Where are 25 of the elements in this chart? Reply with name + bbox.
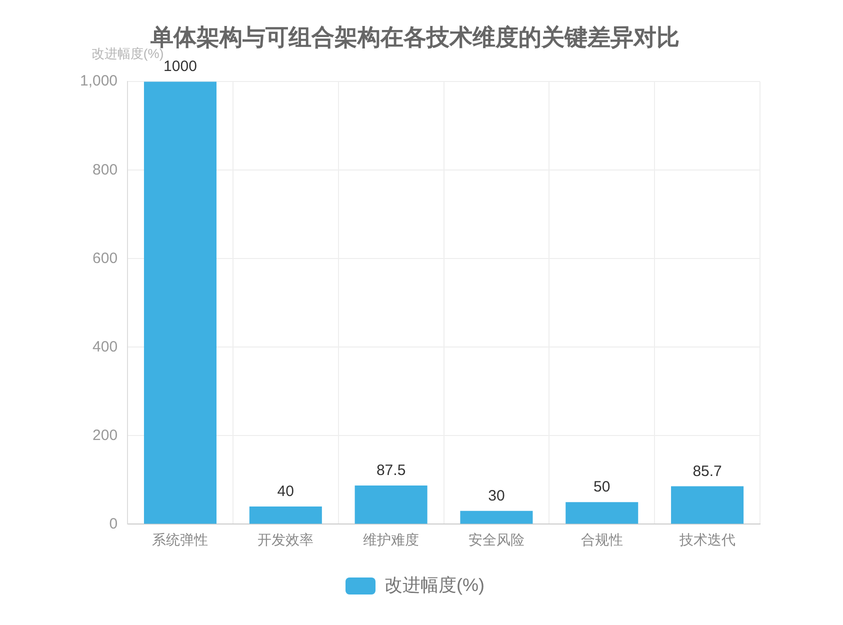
y-tick-label: 800 [92,161,118,178]
data-label: 87.5 [376,462,406,480]
y-tick-label: 0 [109,515,118,532]
bar [249,506,322,524]
bar [144,82,217,524]
bar [354,485,428,524]
y-tick-label: 200 [92,426,118,444]
y-tick-label: 1,000 [80,72,118,90]
x-tick-label: 维护难度 [363,531,420,548]
x-tick-label: 合规性 [580,531,623,548]
bar [566,502,638,524]
data-label: 85.7 [692,462,722,480]
data-label: 50 [594,478,610,496]
y-tick-label: 600 [92,250,118,267]
x-tick-label: 技术迭代 [678,531,736,548]
legend-label: 改进幅度(%) [384,574,485,595]
bar [460,510,533,524]
y-tick-label: 400 [92,338,118,356]
bar [671,486,744,524]
data-label: 40 [277,483,294,500]
x-tick-label: 开发效率 [258,531,314,548]
data-label: 1000 [164,58,197,76]
x-tick-label: 系统弹性 [152,531,208,548]
data-label: 30 [488,488,505,505]
x-tick-label: 安全风险 [468,531,524,548]
